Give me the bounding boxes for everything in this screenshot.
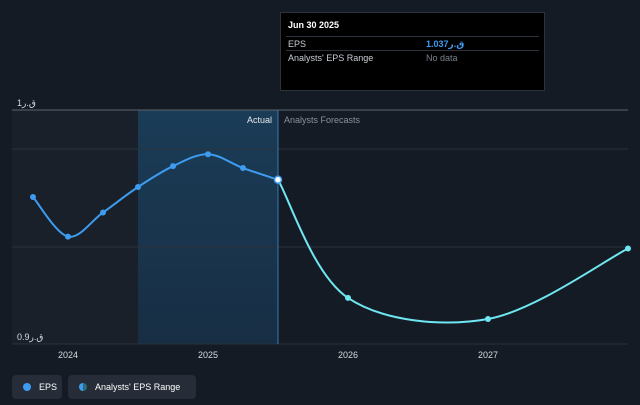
x-tick-label: 2025: [198, 350, 218, 360]
tooltip-row-eps: EPS 1.037ق.ر: [286, 36, 539, 51]
eps-hover-point: [273, 175, 283, 184]
legend-eps-button[interactable]: EPS: [12, 375, 62, 399]
tooltip-date: Jun 30 2025: [288, 20, 340, 30]
y-tick-label: 1ق.ر: [17, 98, 36, 109]
eps-data-point: [170, 163, 176, 170]
eps-data-point: [65, 233, 71, 240]
x-tick-label: 2024: [58, 350, 78, 360]
eps-data-point: [30, 194, 36, 201]
actual-section-label: Actual: [247, 115, 272, 125]
eps-data-point: [100, 209, 106, 216]
legend-range-label: Analysts' EPS Range: [95, 382, 181, 392]
forecast-series-line: [277, 179, 629, 324]
legend-range-button[interactable]: Analysts' EPS Range: [68, 375, 196, 399]
legend-range-dot-icon: [79, 383, 87, 391]
x-tick-label: 2026: [338, 350, 358, 360]
tooltip-range-value: No data: [426, 53, 458, 63]
x-tick-label: 2027: [478, 350, 498, 360]
eps-data-point: [240, 165, 246, 172]
legend-eps-label: EPS: [39, 382, 58, 392]
forecast-data-point: [485, 315, 491, 322]
eps-data-point: [135, 183, 141, 190]
forecast-section-label: Analysts Forecasts: [284, 115, 361, 125]
forecast-data-point: [625, 245, 631, 252]
highlight-range-band: [138, 110, 278, 344]
tooltip-eps-label: EPS: [288, 39, 307, 49]
hover-tooltip: Jun 30 2025 EPS 1.037ق.ر Analysts' EPS R…: [280, 12, 545, 91]
tooltip-row-range: Analysts' EPS Range No data: [286, 50, 539, 65]
y-tick-label: 0.9ق.ر: [17, 332, 43, 343]
legend-eps-dot-icon: [23, 383, 31, 391]
tooltip-range-label: Analysts' EPS Range: [288, 53, 374, 63]
forecast-data-point: [345, 294, 351, 301]
tooltip-eps-value: 1.037ق.ر: [426, 39, 465, 49]
eps-data-point: [205, 151, 211, 158]
